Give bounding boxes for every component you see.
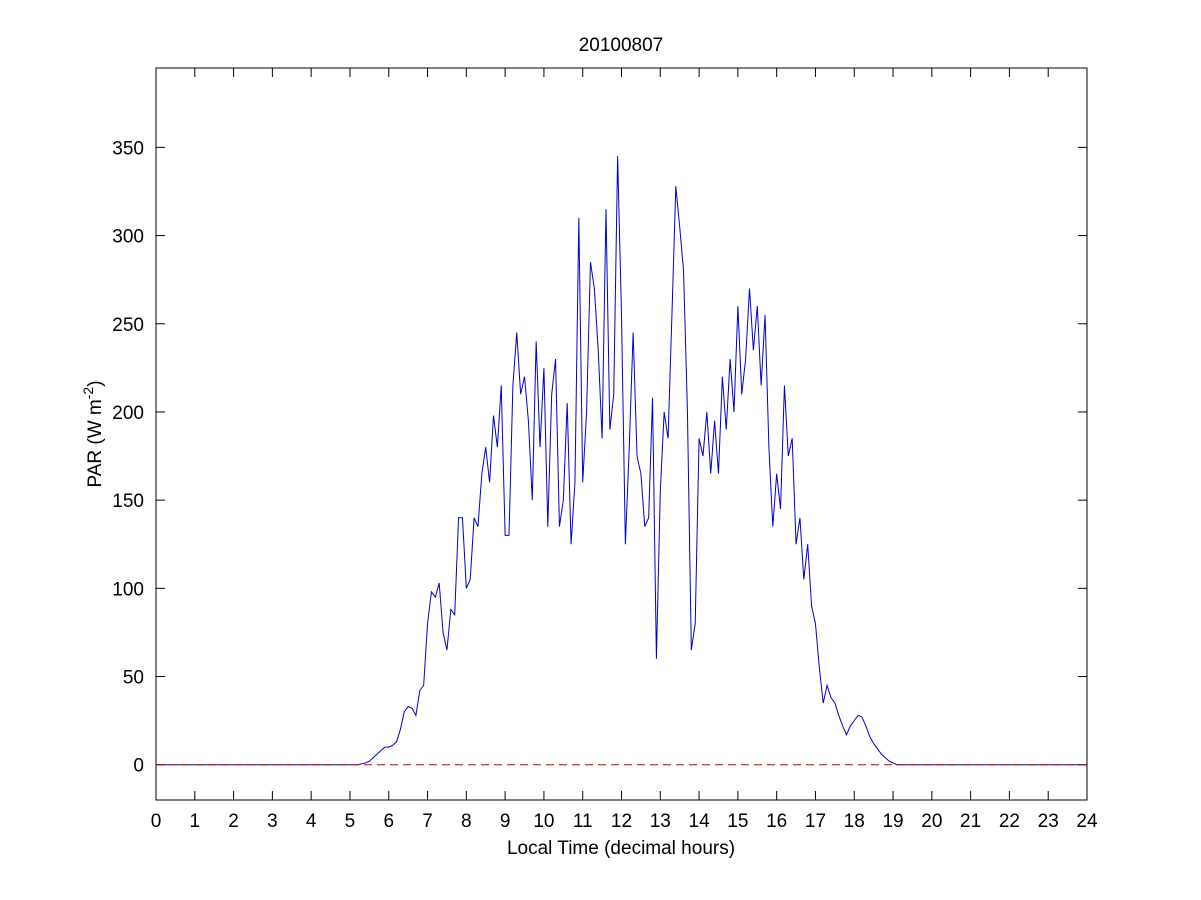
y-tick-label: 150 [112,491,144,512]
plot-area [155,67,1088,801]
x-tick-label: 20 [921,811,942,832]
x-tick-label: 2 [228,811,239,832]
x-tick-label: 21 [960,811,981,832]
y-axis-label-text: PAR (W m [85,399,106,487]
y-tick-label: 300 [112,227,144,248]
x-tick-label: 13 [650,811,671,832]
x-axis-label: Local Time (decimal hours) [507,838,735,859]
x-tick-label: 8 [461,811,472,832]
x-tick-label: 1 [190,811,201,832]
x-tick-label: 5 [345,811,356,832]
x-tick-label: 0 [151,811,162,832]
x-tick-label: 16 [766,811,787,832]
y-tick-label: 0 [133,756,144,777]
y-axis-label-superscript: -2 [80,387,96,400]
y-axis-label-suffix: ) [85,380,106,386]
x-tick-label: 9 [500,811,511,832]
y-axis-label: PAR (W m-2) [80,380,106,487]
x-tick-label: 23 [1038,811,1059,832]
x-tick-label: 3 [267,811,278,832]
x-tick-label: 6 [383,811,394,832]
y-tick-label: 250 [112,315,144,336]
x-tick-label: 10 [533,811,554,832]
y-tick-label: 100 [112,579,144,600]
chart-title: 20100807 [579,35,664,56]
y-tick-label: 200 [112,403,144,424]
x-tick-label: 14 [689,811,711,832]
x-tick-label: 11 [573,811,593,832]
y-tick-label: 50 [123,668,144,689]
x-tick-label: 24 [1076,811,1098,832]
line-series [156,156,1087,766]
x-tick-label: 19 [882,811,903,832]
x-tick-label: 15 [727,811,748,832]
x-tick-label: 12 [611,811,632,832]
x-tick-label: 7 [422,811,433,832]
x-tick-label: 17 [805,811,826,832]
x-tick-label: 18 [844,811,865,832]
x-tick-label: 4 [306,811,317,832]
y-tick-label: 350 [112,138,144,159]
x-tick-label: 22 [999,811,1020,832]
